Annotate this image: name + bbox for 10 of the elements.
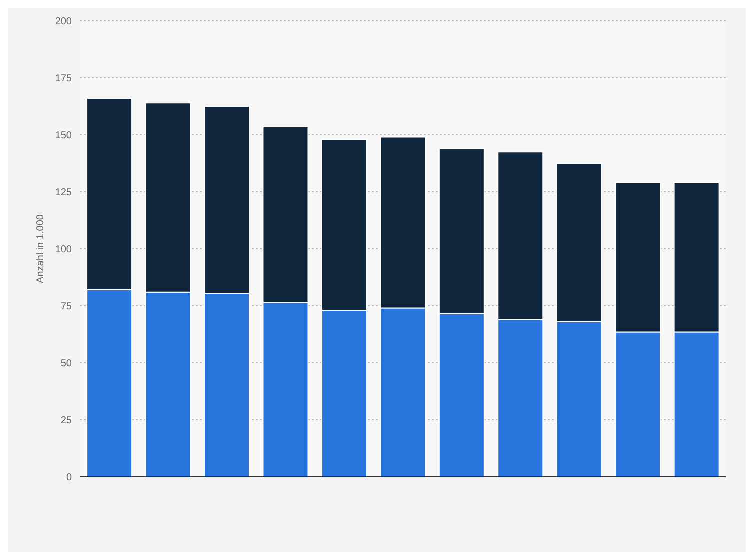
y-tick-label: 175 [55, 74, 72, 85]
y-tick-label: 125 [55, 188, 72, 199]
y-tick-label: 150 [55, 130, 72, 142]
y-tick-label: 0 [66, 472, 72, 484]
y-axis-title: Anzahl in 1.000 [36, 214, 47, 284]
y-tick-label: 75 [60, 302, 72, 313]
y-tick-label: 25 [60, 416, 72, 427]
y-tick-label: 100 [55, 244, 72, 256]
y-tick-label: 50 [60, 358, 72, 370]
y-tick-label: 200 [55, 16, 72, 28]
